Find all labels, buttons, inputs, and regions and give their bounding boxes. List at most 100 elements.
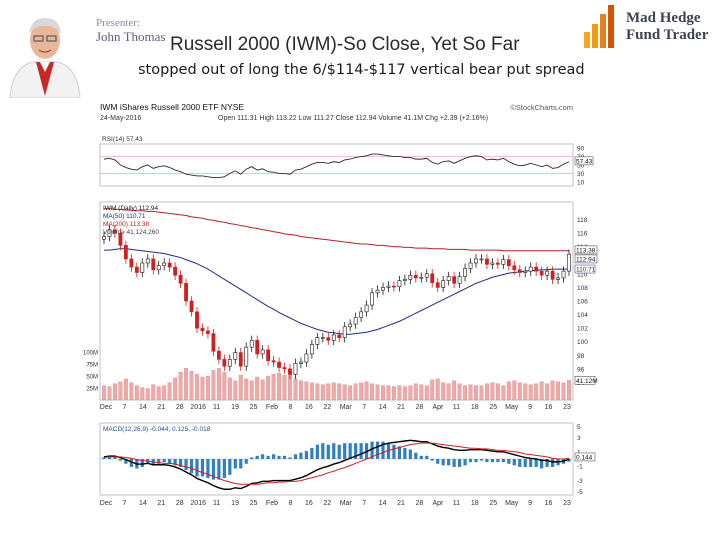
macd-panel [100, 439, 573, 490]
volume-bar [123, 378, 128, 401]
price-bar-body [474, 258, 478, 264]
volume-bar [550, 380, 555, 401]
volume-bar [249, 380, 254, 401]
macd-histogram-bar [162, 459, 166, 463]
price-bar-body [266, 349, 271, 362]
volume-bar [342, 384, 347, 401]
price-bar-body [435, 282, 440, 288]
x-axis-label: 19 [231, 404, 239, 411]
price-bar-body [184, 283, 188, 302]
macd-histogram-bar [107, 457, 112, 459]
x-axis-label-bottom: 14 [139, 500, 147, 507]
price-bar-body [309, 344, 314, 355]
price-bar-body [271, 360, 276, 363]
price-bar-body [277, 361, 281, 368]
volume-bar [419, 384, 424, 401]
x-axis-label-bottom: 8 [288, 500, 292, 507]
macd-histogram-bar [567, 459, 571, 462]
volume-bar [364, 381, 369, 401]
logo-line1: Mad Hedge [626, 10, 701, 26]
price-bar-body [479, 258, 484, 261]
price-bar-body [490, 262, 495, 265]
x-axis-label-bottom: 23 [563, 500, 571, 507]
stock-chart: IWM iShares Russell 2000 ETF NYSE ©StockC… [78, 100, 600, 515]
macd-histogram-bar [452, 459, 456, 467]
volume-bar [408, 385, 413, 401]
x-axis-label: 16 [305, 404, 313, 411]
macd-histogram-bar [496, 459, 500, 463]
volume-bar [337, 383, 342, 401]
macd-histogram-bar [321, 443, 325, 459]
macd-histogram-bar [403, 447, 407, 459]
price-bar-body [463, 268, 467, 277]
price-bar-body [402, 278, 407, 281]
price-bar-body [167, 262, 172, 268]
volume-bar [293, 378, 298, 401]
price-bar-body [227, 359, 232, 367]
price-bar-body [304, 353, 309, 363]
chart-quote: Open 111.31 High 113.22 Low 111.27 Close… [218, 115, 488, 122]
price-bar-body [123, 245, 128, 260]
volume-bar [244, 378, 249, 401]
x-axis-label: 28 [176, 404, 184, 411]
macd-histogram-bar [129, 459, 133, 467]
price-bar-body [375, 289, 380, 294]
x-axis-label-bottom: 11 [453, 500, 460, 507]
price-bar-body [550, 270, 555, 280]
volume-bar [266, 375, 271, 401]
macd-histogram-bar [518, 459, 522, 467]
volume-bar [140, 387, 145, 401]
macd-histogram-bar [255, 455, 259, 459]
macd-histogram-bar [310, 447, 314, 459]
macd-legend: MACD(12,26,9) -0.044, 0.125, -0.018 [103, 426, 211, 433]
volume-bar [222, 372, 227, 401]
macd-histogram-bar [381, 441, 385, 459]
price-bar-body [485, 258, 489, 265]
macd-histogram-bar [140, 459, 144, 467]
macd-line [103, 439, 570, 490]
rsi-legend: RSI(14) 57.43 [102, 136, 143, 143]
x-axis-label-bottom: 9 [528, 500, 532, 507]
volume-tick-label: 25M [86, 387, 98, 393]
price-bar-body [178, 274, 183, 284]
price-bar-body [151, 258, 156, 271]
volume-bar [402, 386, 407, 401]
price-bar-body [386, 285, 391, 288]
x-axis-label-bottom: 7 [122, 500, 126, 507]
macd-histogram-bar [211, 459, 216, 480]
presenter-label: Presenter: [96, 17, 140, 29]
price-tick-label: 108 [577, 285, 588, 292]
x-axis-label-bottom: Feb [266, 500, 278, 507]
price-tick-label: 100 [577, 339, 588, 346]
macd-histogram-bar [386, 443, 391, 459]
macd-histogram-bar [370, 441, 374, 459]
macd-histogram-bar [359, 443, 363, 459]
macd-histogram-bar [304, 451, 309, 459]
macd-histogram-bar [397, 446, 402, 459]
price-bar-body [326, 337, 331, 341]
price-bar-body [419, 276, 424, 279]
price-bar-body [446, 276, 451, 281]
chart-source: ©StockCharts.com [510, 103, 573, 112]
macd-histogram-bar [457, 459, 462, 467]
price-tick-label: 102 [577, 326, 588, 333]
price-legend-item: Volume 41,124,260 [103, 229, 159, 236]
volume-bar [118, 381, 123, 401]
volume-bar [326, 383, 331, 401]
price-bar-body [134, 266, 139, 273]
price-bar-body [113, 229, 117, 234]
macd-histogram-bar [501, 459, 505, 463]
macd-histogram-bar [233, 459, 237, 469]
price-bar-body [501, 259, 506, 265]
macd-histogram-bar [113, 457, 117, 459]
price-bar-body [260, 349, 265, 355]
price-tick-label: 110 [577, 271, 588, 278]
price-bar-body [288, 368, 292, 375]
volume-bar [452, 380, 457, 401]
x-axis-label-bottom: 25 [250, 500, 258, 507]
macd-histogram-bar [490, 459, 495, 463]
price-tick-label: 116 [577, 231, 588, 238]
macd-histogram-bar [217, 459, 221, 480]
price-last-box [574, 254, 598, 264]
volume-bar [484, 383, 489, 401]
